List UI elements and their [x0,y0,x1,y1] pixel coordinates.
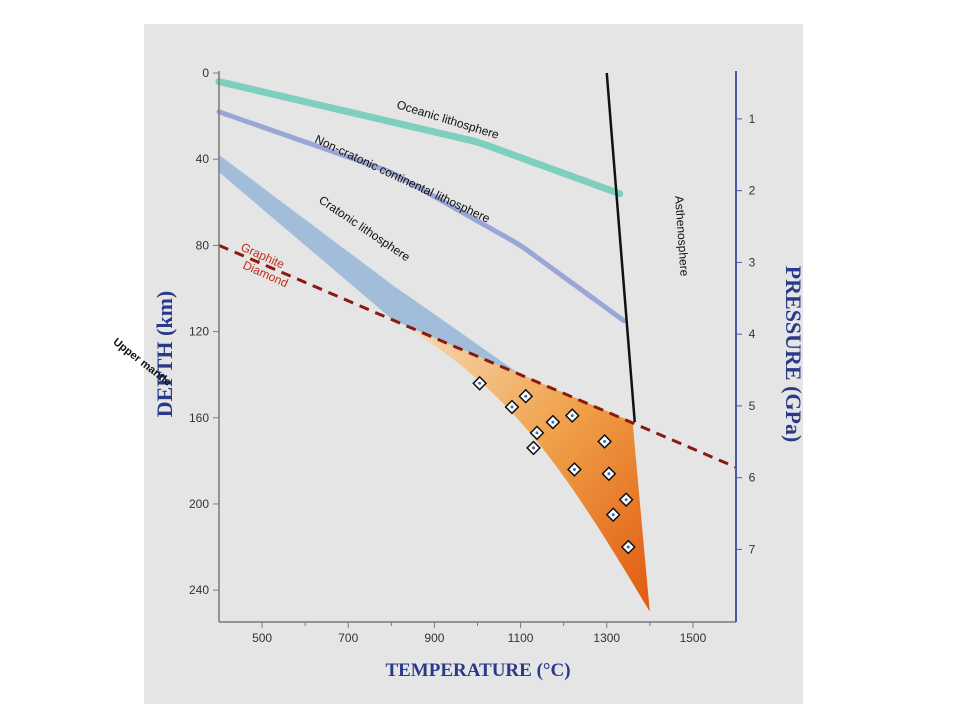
diamond-marker-dot [535,431,539,435]
pressure-tick-label: 5 [749,399,756,413]
diamond-marker-dot [570,414,574,418]
asthenosphere-label: Asthenosphere [672,195,692,277]
y-axis-title-right: PRESSURE (GPa) [781,266,803,443]
phase-diagram-figure: 0 40 80 120 160 200 240 500 700 900 1100 1300 1500 1 2… [144,24,803,704]
pressure-tick-label: 7 [749,542,756,556]
pressure-tick-label: 6 [749,471,756,485]
y-axis-title-left: DEPTH (km) [152,291,177,418]
diamond-marker-dot [478,381,482,385]
pressure-tick-label: 1 [749,112,756,126]
diamond-marker [529,425,545,441]
diamond-stability-field [404,324,650,612]
diamond-marker [597,434,613,449]
pressure-tick-label: 4 [749,327,756,341]
diamond-marker-dot [603,439,607,443]
depth-tick-label: 40 [196,152,210,166]
depth-tick-label: 80 [196,238,210,252]
diamond-marker [526,440,541,456]
depth-tick-label: 120 [189,325,209,339]
temperature-tick-label: 700 [338,631,358,645]
diamond-marker-dot [572,467,576,471]
noncratonic-lithosphere-line [216,109,627,324]
diamond-marker [601,466,617,482]
temperature-tick-label: 900 [424,631,444,645]
depth-tick-label: 160 [189,411,209,425]
diamond-marker-dot [607,472,611,476]
diamond-marker-dot [510,405,514,409]
oceanic-lithosphere-line [215,78,624,198]
diamond-marker-dot [524,394,528,398]
temperature-tick-label: 500 [252,631,272,645]
diamond-marker-dot [624,498,628,502]
diamond-marker [504,399,520,415]
x-axis-title: TEMPERATURE (°C) [385,660,570,681]
pressure-tick-label: 3 [749,255,756,269]
diamond-marker-dot [532,446,536,450]
diamond-marker [545,414,561,430]
diamond-marker-dot [626,545,630,549]
diamond-marker [564,408,580,424]
pressure-tick-label: 2 [749,184,756,198]
temperature-tick-label: 1500 [680,631,707,645]
depth-tick-label: 240 [189,583,209,597]
diamond-marker-dot [551,420,555,424]
asthenosphere-line [605,72,637,423]
depth-temperature-diagram: 0 40 80 120 160 200 240 500 700 900 1100 1300 1500 1 2… [152,66,803,681]
diamond-marker [618,492,634,508]
diamond-marker [567,462,582,477]
depth-tick-label: 0 [202,66,209,80]
diamond-marker [472,375,488,391]
depth-tick-label: 200 [189,497,209,511]
temperature-tick-label: 1100 [508,631,534,645]
graphite-diamond-boundary [218,244,737,469]
diamond-marker [620,539,636,555]
diamond-marker [518,388,534,404]
diamond-marker-dot [611,513,615,517]
temperature-tick-label: 1300 [593,631,620,645]
diamond-marker [605,507,621,523]
